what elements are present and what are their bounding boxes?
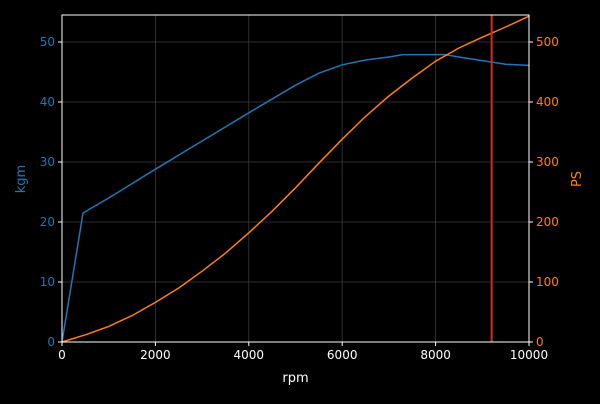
x-tick-label: 8000	[420, 348, 451, 362]
y-axis-left-label: kgm	[14, 165, 29, 193]
x-tick-label: 10000	[510, 348, 548, 362]
x-tick-label: 6000	[327, 348, 358, 362]
y-left-tick-label: 0	[47, 335, 55, 349]
data-lines	[61, 15, 530, 343]
plot-frame	[61, 14, 530, 343]
y-right-tick-label: 300	[536, 155, 559, 169]
y-right-tick-label: 200	[536, 215, 559, 229]
y-right-tick-label: 0	[536, 335, 544, 349]
x-tick-label: 4000	[234, 348, 265, 362]
x-tick-label: 0	[58, 348, 66, 362]
y-right-tick-label: 500	[536, 35, 559, 49]
y-left-tick-label: 30	[40, 155, 55, 169]
y-axis-right-label: PS	[570, 171, 585, 187]
y-left-tick-label: 20	[40, 215, 55, 229]
power-curve-line	[61, 15, 530, 343]
x-axis-label: rpm	[282, 371, 308, 386]
y-right-tick-label: 400	[536, 95, 559, 109]
y-left-tick-label: 50	[40, 35, 55, 49]
y-left-tick-label: 40	[40, 95, 55, 109]
torque-curve-line	[61, 53, 530, 343]
axes: 0 2000 4000 6000 8000 10000010203040500100200…	[40, 14, 559, 362]
y-left-tick-label: 10	[40, 275, 55, 289]
x-tick-label: 2000	[140, 348, 171, 362]
y-right-tick-label: 100	[536, 275, 559, 289]
